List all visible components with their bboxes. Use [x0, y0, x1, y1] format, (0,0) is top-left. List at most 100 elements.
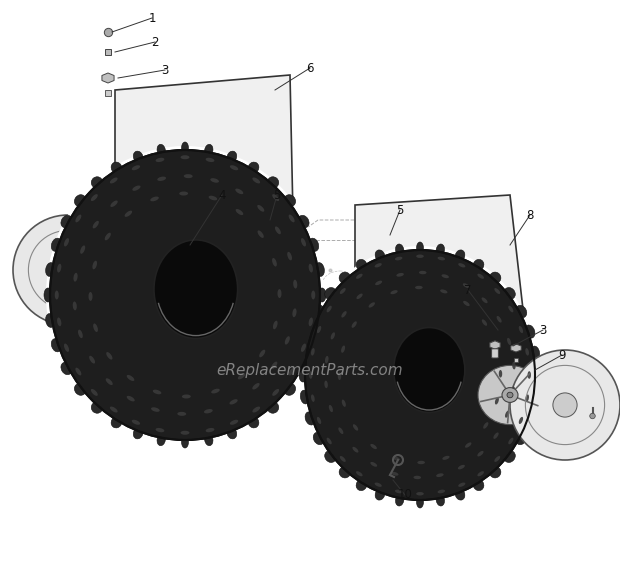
Ellipse shape	[177, 412, 186, 416]
Ellipse shape	[442, 456, 450, 460]
Ellipse shape	[293, 280, 297, 289]
Text: 3: 3	[161, 64, 169, 76]
Ellipse shape	[436, 494, 445, 506]
Ellipse shape	[463, 283, 470, 288]
Ellipse shape	[110, 178, 118, 183]
Ellipse shape	[370, 462, 377, 467]
Ellipse shape	[414, 476, 421, 479]
Ellipse shape	[289, 368, 294, 375]
Ellipse shape	[125, 211, 132, 217]
Ellipse shape	[157, 176, 166, 181]
Ellipse shape	[482, 298, 487, 303]
Ellipse shape	[494, 456, 500, 462]
Ellipse shape	[311, 348, 315, 356]
Ellipse shape	[50, 150, 320, 440]
Text: eReplacementParts.com: eReplacementParts.com	[216, 362, 404, 377]
Ellipse shape	[338, 372, 341, 380]
Ellipse shape	[438, 257, 445, 260]
Ellipse shape	[519, 326, 523, 333]
Ellipse shape	[259, 350, 265, 358]
Ellipse shape	[272, 194, 279, 201]
Ellipse shape	[91, 389, 98, 396]
Ellipse shape	[209, 196, 217, 201]
Ellipse shape	[391, 472, 399, 476]
Ellipse shape	[91, 402, 102, 413]
Ellipse shape	[531, 346, 539, 360]
Ellipse shape	[206, 158, 215, 162]
Ellipse shape	[356, 293, 363, 299]
Ellipse shape	[504, 451, 515, 462]
Ellipse shape	[211, 389, 219, 393]
Ellipse shape	[73, 223, 163, 307]
Ellipse shape	[516, 432, 527, 445]
Ellipse shape	[57, 264, 61, 272]
Ellipse shape	[316, 313, 324, 328]
Ellipse shape	[525, 395, 529, 402]
Ellipse shape	[305, 250, 535, 500]
Ellipse shape	[252, 178, 260, 183]
Ellipse shape	[396, 273, 404, 277]
Ellipse shape	[417, 496, 423, 508]
Ellipse shape	[51, 339, 61, 352]
Ellipse shape	[230, 420, 238, 425]
Ellipse shape	[157, 144, 166, 156]
FancyBboxPatch shape	[492, 349, 498, 358]
Ellipse shape	[395, 490, 402, 493]
Ellipse shape	[473, 259, 484, 270]
Polygon shape	[490, 341, 500, 349]
Ellipse shape	[498, 370, 502, 377]
Ellipse shape	[394, 328, 465, 413]
Ellipse shape	[110, 201, 118, 207]
Ellipse shape	[110, 406, 118, 413]
Ellipse shape	[490, 272, 501, 283]
Ellipse shape	[396, 244, 404, 256]
Ellipse shape	[494, 432, 498, 439]
Ellipse shape	[417, 242, 423, 254]
Ellipse shape	[46, 146, 324, 444]
Ellipse shape	[356, 479, 367, 490]
Ellipse shape	[132, 185, 141, 191]
Ellipse shape	[111, 417, 122, 428]
Ellipse shape	[477, 451, 484, 456]
Ellipse shape	[73, 273, 78, 282]
Ellipse shape	[252, 383, 260, 389]
Ellipse shape	[46, 313, 55, 328]
Ellipse shape	[436, 473, 444, 477]
Ellipse shape	[64, 238, 69, 246]
Ellipse shape	[370, 444, 377, 449]
Ellipse shape	[311, 290, 315, 299]
Ellipse shape	[106, 352, 112, 360]
Polygon shape	[102, 73, 114, 83]
Ellipse shape	[272, 258, 277, 266]
Ellipse shape	[300, 390, 309, 404]
Ellipse shape	[154, 240, 237, 339]
Ellipse shape	[73, 302, 77, 310]
Ellipse shape	[465, 442, 471, 447]
Ellipse shape	[182, 395, 191, 399]
Ellipse shape	[180, 155, 190, 159]
Ellipse shape	[205, 144, 213, 156]
Ellipse shape	[267, 402, 279, 413]
Ellipse shape	[272, 389, 279, 396]
Ellipse shape	[309, 339, 319, 352]
Ellipse shape	[473, 479, 484, 490]
Ellipse shape	[313, 432, 324, 445]
Ellipse shape	[289, 215, 294, 222]
Ellipse shape	[353, 424, 358, 430]
Ellipse shape	[490, 467, 501, 478]
Circle shape	[510, 350, 620, 460]
Ellipse shape	[267, 177, 279, 188]
Ellipse shape	[248, 417, 259, 428]
Ellipse shape	[470, 358, 550, 432]
Circle shape	[553, 393, 577, 417]
Ellipse shape	[309, 264, 313, 272]
Text: 6: 6	[306, 62, 314, 75]
Ellipse shape	[205, 434, 213, 446]
Ellipse shape	[257, 230, 264, 238]
Ellipse shape	[396, 494, 404, 506]
Ellipse shape	[512, 362, 516, 369]
Ellipse shape	[525, 325, 535, 338]
Ellipse shape	[179, 192, 188, 195]
Ellipse shape	[483, 422, 489, 429]
Ellipse shape	[301, 343, 306, 352]
